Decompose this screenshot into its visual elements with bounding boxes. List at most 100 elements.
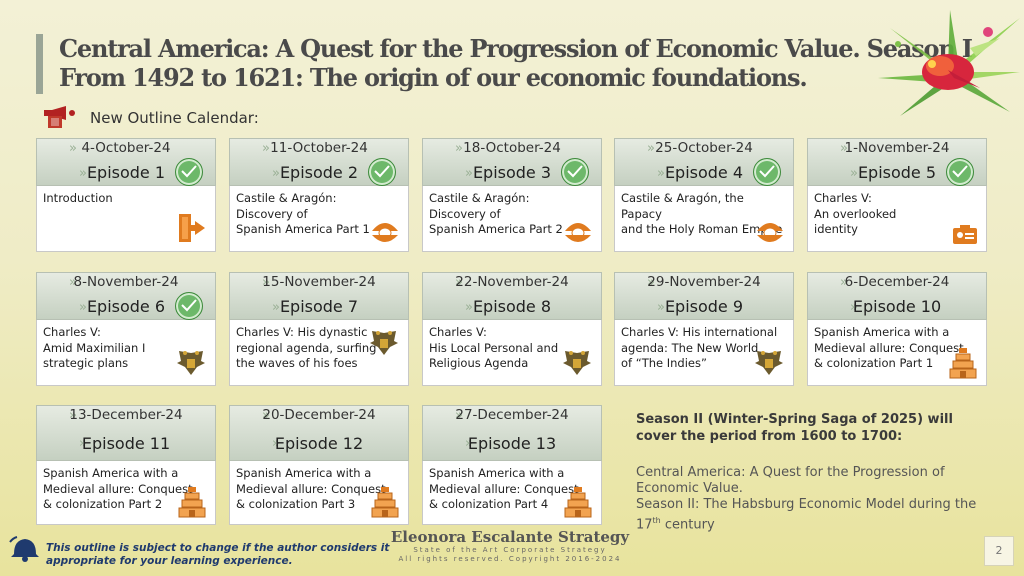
chevron-right-icon: » [455,141,463,156]
chevron-right-icon: » [262,141,270,156]
season-two-line-1: Central America: A Quest for the Progres… [636,465,945,496]
season-two-line-2: Season II: The Habsburg Economic Model d… [636,497,977,533]
episode-date: 27-December-24 [455,407,569,423]
season-two-description: Central America: A Quest for the Progres… [636,465,996,533]
episode-title: Episode 7 [279,297,359,316]
completed-check-icon [753,158,781,186]
episode-date: 13-December-24 [69,407,183,423]
episode-description: Castile & Aragón, the Papacy and the Hol… [621,191,782,236]
episode-date: 15-November-24 [262,274,376,290]
episode-card-13[interactable]: »» 27-December-24 Episode 13 Spanish Ame… [422,405,602,525]
episode-title: Episode 4 [664,163,744,182]
outline-calendar-label: New Outline Calendar: [90,109,259,127]
brand-block: Eleonora Escalante Strategy State of the… [380,528,640,564]
completed-check-icon [175,158,203,186]
title-block: Central America: A Quest for the Progres… [36,34,973,94]
season-two-note: Season II (Winter-Spring Saga of 2025) w… [636,411,996,533]
chevron-right-icon: » [455,408,463,423]
page-number: 2 [984,536,1014,566]
double-eagle-icon [177,351,205,375]
brand-tagline: State of the Art Corporate Strategy [413,546,607,554]
episode-card-1[interactable]: »» 4-October-24 Episode 1 Introduction [36,138,216,252]
episode-date: 8-November-24 [73,274,179,290]
episode-card-11[interactable]: »» 13-December-24 Episode 11 Spanish Ame… [36,405,216,525]
outline-calendar-heading: New Outline Calendar: [42,106,259,130]
episode-title: Episode 9 [664,297,744,316]
chevron-right-icon: » [69,141,77,156]
chevron-right-icon: » [79,300,87,315]
episode-card-3[interactable]: »» 18-October-24 Episode 3 Castile & Ara… [422,138,602,252]
chevron-right-icon: » [272,436,280,451]
episode-description: Castile & Aragón: Discovery of Spanish A… [429,191,563,236]
episode-description: Spanish America with a Medieval allure: … [429,466,579,511]
season-two-heading: Season II (Winter-Spring Saga of 2025) w… [636,412,953,444]
chevron-right-icon: » [272,300,280,315]
chevron-right-icon: » [657,166,665,181]
chevron-right-icon: » [465,300,473,315]
episode-card-5[interactable]: »» 1-November-24 Episode 5 Charles V: An… [807,138,987,252]
episode-date: 6-December-24 [844,274,950,290]
episode-date: 22-November-24 [455,274,569,290]
episode-title: Episode 13 [467,434,557,453]
episode-description: Spanish America with a Medieval allure: … [814,325,964,370]
bell-icon [9,536,39,562]
episode-description: Charles V: His Local Personal and Religi… [429,325,559,370]
chevron-right-icon: » [272,166,280,181]
double-eagle-icon [755,351,783,375]
chevron-right-icon: » [840,275,848,290]
episode-card-8[interactable]: »» 22-November-24 Episode 8 Charles V: H… [422,272,602,386]
chevron-right-icon: » [79,436,87,451]
chevron-right-icon: » [840,141,848,156]
brand-name: Eleonora Escalante Strategy [390,528,630,546]
chevron-right-icon: » [657,300,665,315]
chevron-right-icon: » [850,166,858,181]
chevron-right-icon: » [69,408,77,423]
episode-card-2[interactable]: »» 11-October-24 Episode 2 Castile & Ara… [229,138,409,252]
chevron-right-icon: » [69,275,77,290]
episode-card-7[interactable]: »» 15-November-24 Episode 7 Charles V: H… [229,272,409,386]
exit-door-icon [179,214,205,242]
double-eagle-icon [370,331,398,355]
episode-date: 29-November-24 [647,274,761,290]
episode-title: Episode 1 [86,163,166,182]
completed-check-icon [368,158,396,186]
chevron-right-icon: » [465,436,473,451]
episode-description: Charles V: Amid Maximilian I strategic p… [43,325,146,370]
chevron-right-icon: » [465,166,473,181]
episode-title: Episode 11 [81,434,171,453]
episode-date: 4-October-24 [81,140,171,156]
trumpet-banner-icon [44,106,75,128]
chevron-right-icon: » [850,300,858,315]
pearl-shell-icon [565,223,591,242]
episode-description: Introduction [43,191,113,205]
episode-title: Episode 5 [857,163,937,182]
tropical-flower-graphic [878,10,1020,116]
chevron-right-icon: » [647,275,655,290]
episode-card-4[interactable]: »» 25-October-24 Episode 4 Castile & Ara… [614,138,794,252]
episode-date: 11-October-24 [270,140,368,156]
episode-card-6[interactable]: »» 8-November-24 Episode 6 Charles V: Am… [36,272,216,386]
episode-card-12[interactable]: »» 20-December-24 Episode 12 Spanish Ame… [229,405,409,525]
pyramid-icon [371,487,399,518]
pyramid-icon [564,487,592,518]
chevron-right-icon: » [647,141,655,156]
chevron-right-icon: » [79,166,87,181]
brand-copyright: All rights reserved. Copyright 2016-2024 [398,555,622,563]
episode-card-10[interactable]: »» 6-December-24 Episode 10 Spanish Amer… [807,272,987,386]
chevron-right-icon: » [262,408,270,423]
episode-description: Spanish America with a Medieval allure: … [43,466,193,511]
episode-title: Episode 10 [852,297,942,316]
title-line-1: Central America: A Quest for the Progres… [59,34,973,63]
completed-check-icon [946,158,974,186]
episode-date: 18-October-24 [463,140,561,156]
episode-description: Charles V: His international agenda: The… [621,325,778,370]
episode-description: Charles V: An overlooked identity [814,191,897,236]
pearl-shell-icon [757,223,783,242]
episode-card-9[interactable]: »» 29-November-24 Episode 9 Charles V: H… [614,272,794,386]
episode-title: Episode 3 [472,163,552,182]
completed-check-icon [175,292,203,320]
episode-title: Episode 8 [472,297,552,316]
episode-date: 1-November-24 [844,140,950,156]
episode-date: 25-October-24 [655,140,753,156]
chevron-right-icon: » [262,275,270,290]
